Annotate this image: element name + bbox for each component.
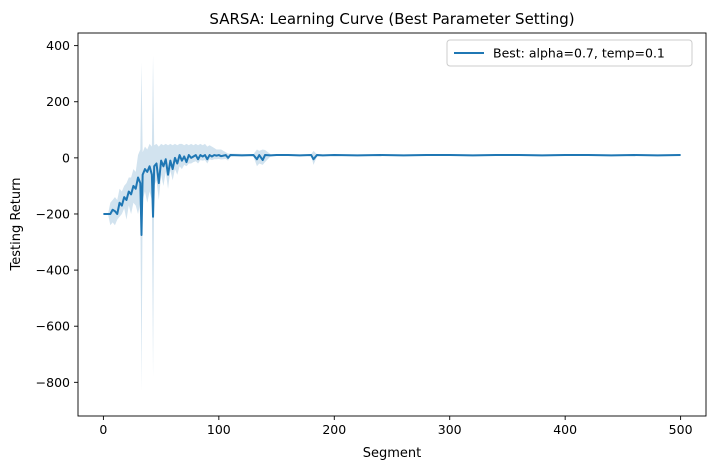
legend: Best: alpha=0.7, temp=0.1 [446,39,693,67]
series-line-layer [103,154,681,237]
y-tick-label: −800 [36,375,70,390]
x-axis-ticks: 0 100 200 300 400 500 [99,416,693,437]
y-tick-label: −600 [36,319,70,334]
x-tick-label: 400 [553,422,577,437]
x-tick-label: 0 [99,422,107,437]
plot-frame [77,32,707,417]
confidence-band [103,55,681,391]
confidence-band-layer [103,55,681,391]
x-tick-label: 100 [207,422,231,437]
x-axis-label: Segment [363,446,422,461]
chart-title: SARSA: Learning Curve (Best Parameter Se… [209,10,574,28]
legend-label: Best: alpha=0.7, temp=0.1 [493,46,665,61]
y-tick-label: −400 [36,263,70,278]
y-axis-ticks: −800 −600 −400 −200 0 200 400 [36,38,78,390]
legend-box [446,39,693,67]
y-tick-label: 0 [62,150,70,165]
series-line [103,154,681,237]
y-tick-label: 200 [46,94,70,109]
x-tick-label: 500 [669,422,693,437]
x-tick-label: 200 [322,422,346,437]
x-tick-label: 300 [438,422,462,437]
y-tick-label: 400 [46,38,70,53]
y-tick-label: −200 [36,206,70,221]
y-axis-label: Testing Return [9,178,24,272]
